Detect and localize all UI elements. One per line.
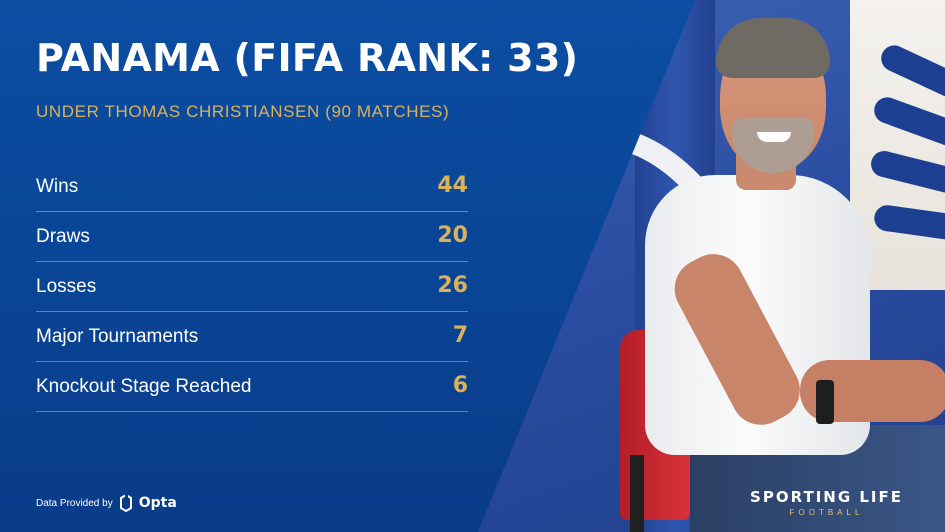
- hair: [716, 18, 830, 78]
- stat-label: Knockout Stage Reached: [36, 376, 252, 397]
- stat-value: 20: [437, 223, 468, 248]
- stat-label: Major Tournaments: [36, 326, 199, 347]
- credit-text: Data Provided by: [36, 497, 113, 509]
- stat-row: Knockout Stage Reached 6: [36, 362, 468, 412]
- sporting-life-logo: SPORTING LIFE FOOTBALL: [750, 488, 903, 517]
- stats-table: Wins 44 Draws 20 Losses 26 Major Tournam…: [36, 162, 468, 412]
- stat-row: Wins 44: [36, 162, 468, 212]
- stat-row: Major Tournaments 7: [36, 312, 468, 362]
- stat-value: 7: [452, 323, 468, 348]
- stat-label: Losses: [36, 276, 97, 297]
- stat-row: Draws 20: [36, 212, 468, 262]
- stat-value: 44: [437, 173, 468, 198]
- brand-section: FOOTBALL: [789, 508, 864, 517]
- chair-leg: [630, 455, 644, 532]
- stat-value: 6: [452, 373, 468, 398]
- coach-photo: [470, 0, 945, 532]
- stat-value: 26: [437, 273, 468, 298]
- stat-label: Wins: [36, 176, 79, 197]
- data-credit: Data Provided by Opta: [36, 494, 177, 512]
- stat-label: Draws: [36, 226, 90, 247]
- brand-name: SPORTING LIFE: [750, 488, 903, 506]
- stat-row: Losses 26: [36, 262, 468, 312]
- page-title: PANAMA (FIFA RANK: 33): [36, 36, 579, 80]
- opta-wordmark: Opta: [138, 495, 177, 511]
- watch: [816, 380, 834, 424]
- page-subtitle: UNDER THOMAS CHRISTIANSEN (90 MATCHES): [36, 102, 450, 121]
- opta-logo-icon: [119, 494, 132, 512]
- smile: [757, 132, 791, 142]
